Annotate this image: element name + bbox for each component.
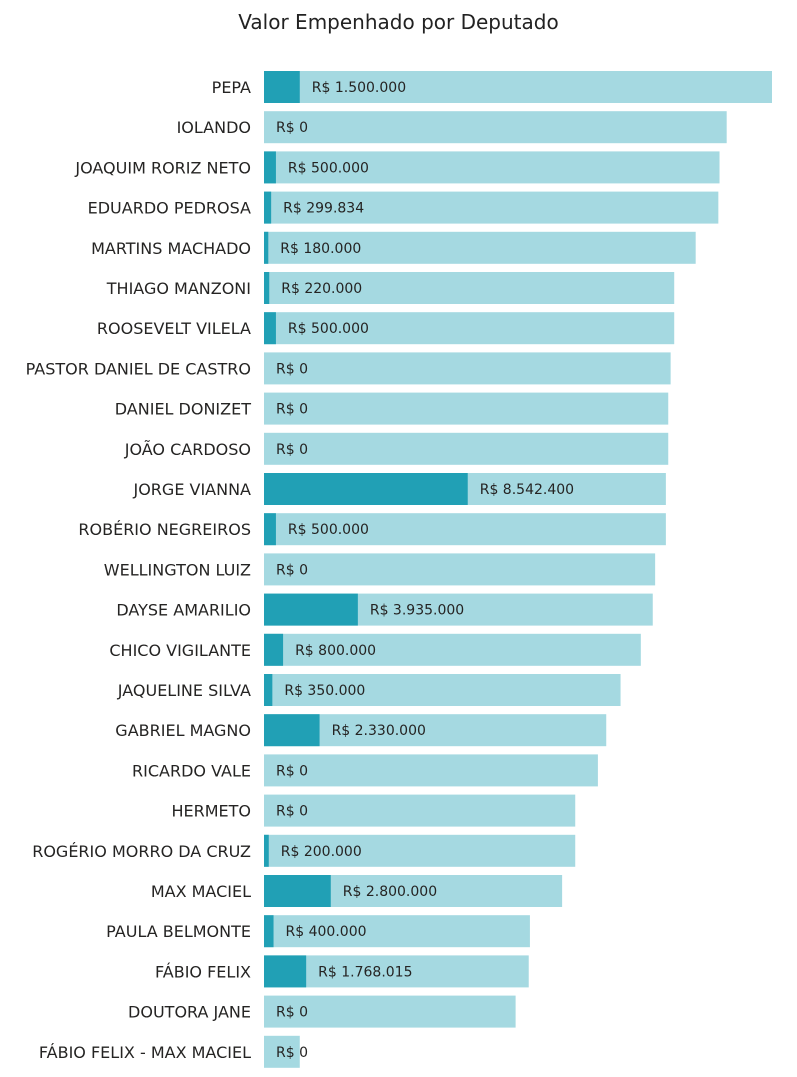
category-label: PASTOR DANIEL DE CASTRO (26, 359, 251, 378)
data-label: R$ 0 (276, 361, 308, 377)
category-label: ROBÉRIO NEGREIROS (78, 520, 251, 539)
data-label: R$ 299.834 (283, 201, 364, 217)
data-label: R$ 1.768.015 (318, 964, 412, 980)
data-label: R$ 800.000 (295, 643, 376, 659)
category-label: JOAQUIM RORIZ NETO (74, 158, 251, 177)
bar-total (264, 392, 669, 425)
bar-total (264, 231, 696, 264)
bar-empenhado (264, 674, 273, 706)
bar-empenhado (264, 231, 269, 264)
data-label: R$ 0 (276, 763, 308, 779)
bar-total (264, 553, 656, 586)
data-label: R$ 3.935.000 (370, 603, 464, 619)
data-label: R$ 0 (276, 804, 308, 820)
bar-empenhado (264, 191, 272, 224)
data-label: R$ 1.500.000 (312, 80, 406, 96)
category-label: ROGÉRIO MORRO DA CRUZ (32, 842, 251, 861)
bar-empenhado (264, 473, 468, 505)
chart-title: Valor Empenhado por Deputado (238, 10, 559, 34)
data-label: R$ 0 (276, 402, 308, 418)
bar-total (264, 915, 530, 948)
category-label: HERMETO (171, 802, 251, 821)
data-label: R$ 500.000 (288, 160, 369, 176)
data-label: R$ 220.000 (281, 281, 362, 297)
category-label: DAYSE AMARILIO (116, 601, 251, 620)
bar-total (264, 513, 666, 546)
category-label: JAQUELINE SILVA (117, 681, 251, 700)
bar-total (264, 794, 576, 827)
bar-total (264, 71, 772, 103)
bar-total (264, 312, 675, 345)
data-label: R$ 500.000 (288, 321, 369, 337)
data-label: R$ 350.000 (284, 683, 365, 699)
bar-total (264, 834, 576, 867)
category-label: MARTINS MACHADO (91, 239, 251, 258)
category-label: ROOSEVELT VILELA (97, 319, 251, 338)
category-label: FÁBIO FELIX (155, 962, 251, 981)
data-label: R$ 200.000 (281, 844, 362, 860)
category-label: CHICO VIGILANTE (109, 641, 251, 660)
bar-empenhado (264, 312, 276, 345)
category-label: DANIEL DONIZET (115, 400, 251, 419)
data-label: R$ 0 (276, 1045, 308, 1061)
bar-empenhado (264, 915, 274, 948)
bar-empenhado (264, 272, 270, 304)
category-label: EDUARDO PEDROSA (88, 199, 251, 218)
bar-total (264, 995, 516, 1028)
data-label: R$ 0 (276, 1005, 308, 1021)
bar-empenhado (264, 633, 284, 666)
bar-total (264, 674, 621, 706)
bar-total (264, 754, 598, 787)
bar-total (264, 151, 720, 184)
data-label: R$ 8.542.400 (480, 482, 574, 498)
bar-empenhado (264, 834, 269, 867)
bar-total (264, 955, 529, 988)
category-label: JORGE VIANNA (132, 480, 251, 499)
bar-empenhado (264, 151, 276, 184)
bar-total (264, 714, 607, 747)
bar-empenhado (264, 714, 320, 747)
bar-total (264, 111, 727, 144)
bar-empenhado (264, 71, 300, 103)
data-label: R$ 0 (276, 120, 308, 136)
category-label: GABRIEL MAGNO (115, 721, 251, 740)
category-label: RICARDO VALE (132, 761, 251, 780)
bar-total (264, 1035, 300, 1068)
category-label: IOLANDO (177, 118, 251, 137)
data-label: R$ 2.800.000 (343, 884, 437, 900)
bar-empenhado (264, 513, 276, 546)
data-label: R$ 0 (276, 562, 308, 578)
data-label: R$ 180.000 (280, 241, 361, 257)
category-label: PEPA (212, 78, 251, 97)
category-label: THIAGO MANZONI (106, 279, 251, 298)
bar-total (264, 191, 719, 224)
bar-empenhado (264, 875, 331, 907)
category-label: PAULA BELMONTE (106, 922, 251, 941)
category-label: FÁBIO FELIX - MAX MACIEL (39, 1043, 251, 1062)
bar-total (264, 352, 671, 385)
category-label: DOUTORA JANE (128, 1003, 251, 1022)
category-label: JOÃO CARDOSO (124, 440, 251, 459)
data-label: R$ 0 (276, 442, 308, 458)
bar-total (264, 272, 675, 304)
bar-total (264, 432, 669, 465)
bar-empenhado (264, 593, 358, 626)
data-label: R$ 400.000 (286, 924, 367, 940)
data-label: R$ 2.330.000 (332, 723, 426, 739)
category-label: WELLINGTON LUIZ (104, 560, 251, 579)
bar-empenhado (264, 955, 307, 988)
category-label: MAX MACIEL (151, 882, 251, 901)
bar-total (264, 633, 641, 666)
data-label: R$ 500.000 (288, 522, 369, 538)
